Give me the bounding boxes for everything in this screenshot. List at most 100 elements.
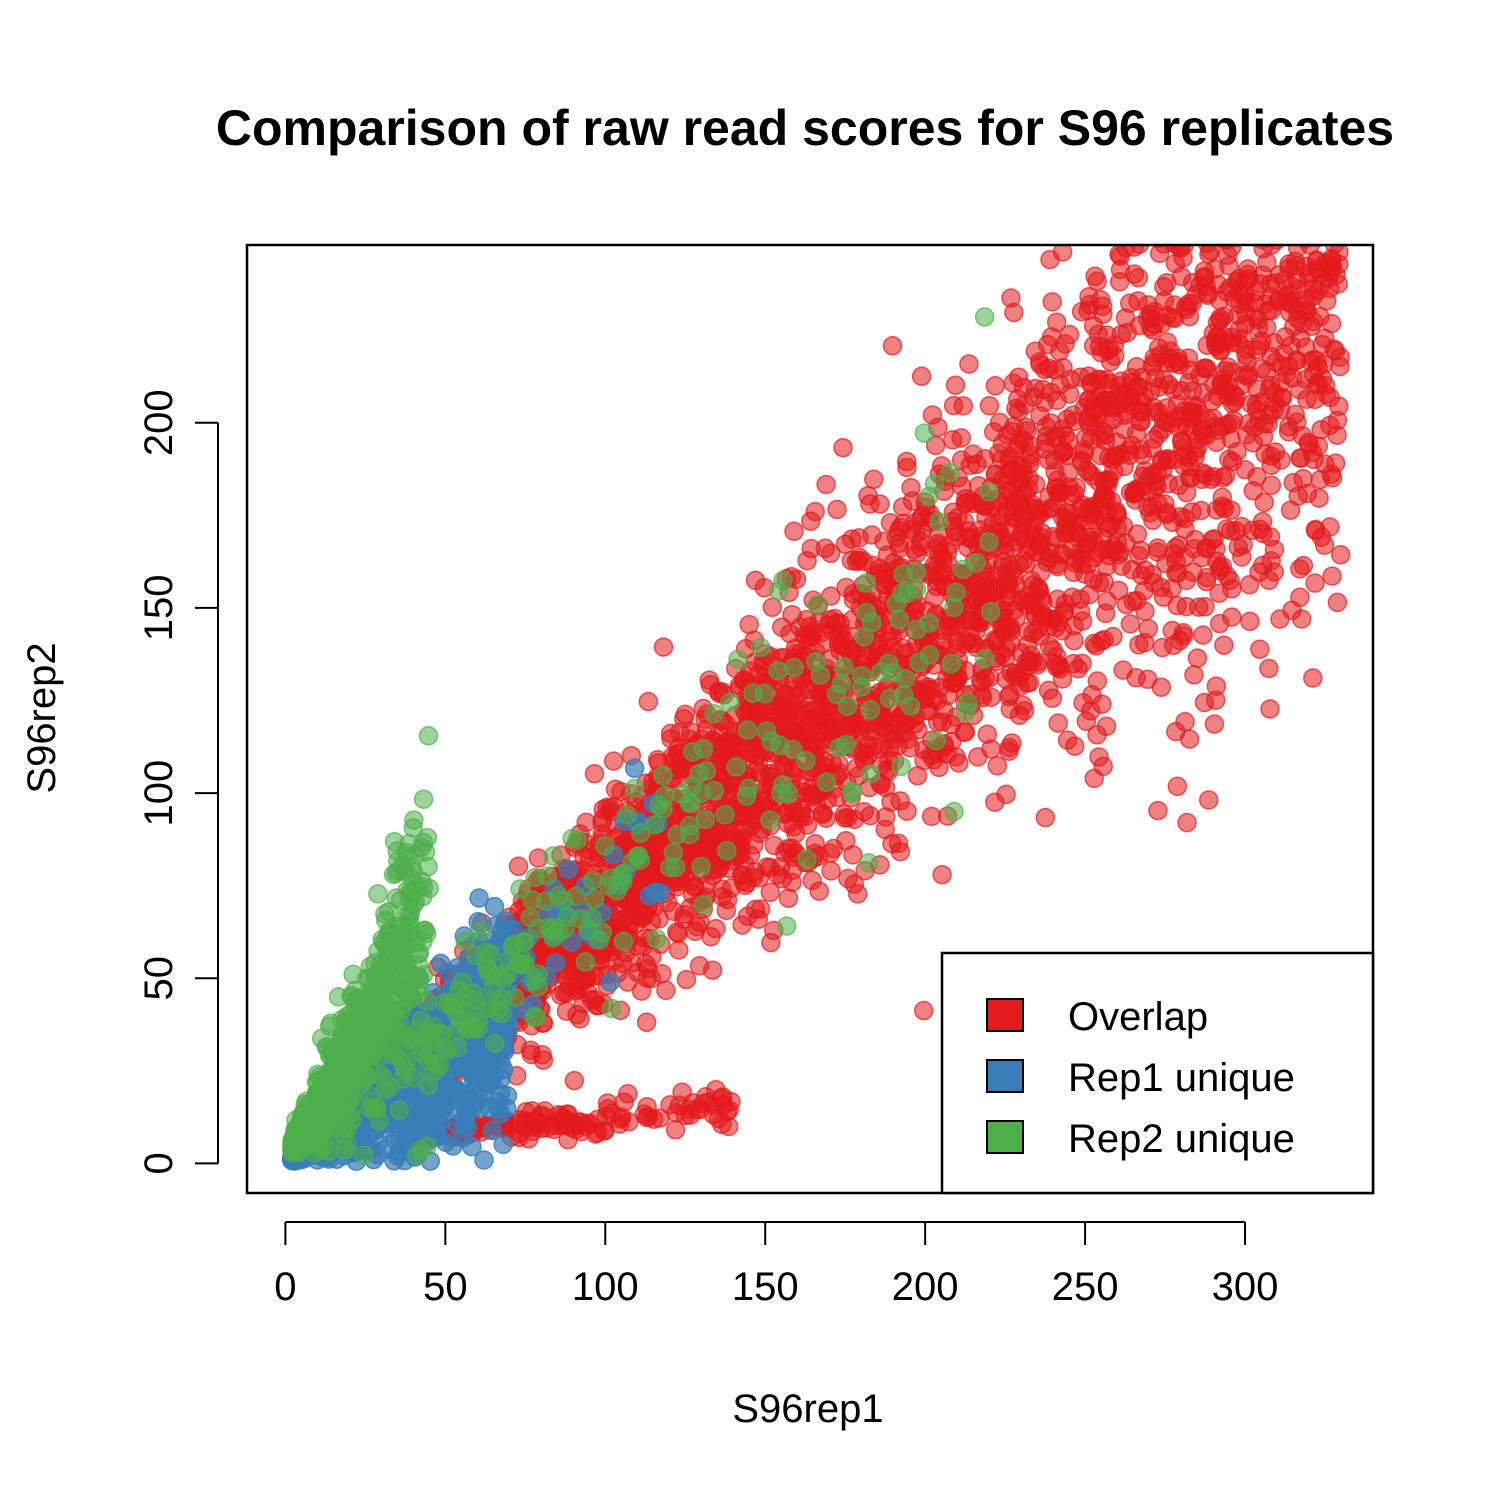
data-point	[800, 511, 821, 531]
data-point	[1175, 215, 1193, 233]
data-point	[1115, 308, 1136, 328]
data-point	[1193, 625, 1213, 645]
data-point	[564, 1070, 585, 1091]
data-point	[1073, 692, 1093, 713]
data-point	[929, 543, 949, 564]
data-point	[1283, 368, 1303, 388]
data-point	[1209, 583, 1229, 603]
data-point	[890, 841, 911, 862]
data-point	[882, 336, 903, 356]
data-points	[282, 12, 1351, 1171]
data-point	[1312, 12, 1330, 30]
data-point	[1144, 429, 1165, 449]
data-point	[1315, 454, 1335, 474]
data-point	[1087, 671, 1108, 691]
data-point	[1303, 185, 1321, 203]
data-point	[638, 691, 659, 712]
data-point	[1220, 520, 1241, 541]
data-point	[761, 932, 781, 953]
data-point	[1186, 200, 1204, 218]
data-point	[696, 1087, 716, 1107]
data-point	[1094, 572, 1114, 593]
data-point	[1046, 646, 1067, 667]
data-point	[999, 741, 1019, 761]
data-point	[1167, 776, 1188, 797]
data-point	[1317, 174, 1335, 192]
data-point	[1253, 427, 1274, 447]
data-point	[1156, 226, 1174, 244]
data-point	[1046, 618, 1066, 638]
data-point	[1204, 529, 1224, 549]
data-point	[1111, 324, 1132, 345]
data-point	[1148, 800, 1168, 821]
data-point	[1253, 189, 1271, 207]
data-point	[1330, 356, 1350, 377]
data-point	[932, 712, 952, 732]
data-point	[1170, 245, 1177, 246]
data-point	[603, 751, 624, 771]
data-point	[945, 375, 966, 395]
data-point	[847, 884, 868, 904]
data-point	[820, 720, 841, 741]
data-point	[1148, 199, 1166, 217]
data-point	[1077, 411, 1098, 431]
data-point	[747, 745, 767, 766]
data-point	[995, 572, 1016, 593]
data-point	[1186, 396, 1207, 417]
data-point	[1162, 307, 1182, 328]
data-point	[1194, 358, 1214, 379]
data-point	[926, 576, 947, 597]
data-point	[1282, 600, 1302, 621]
data-point	[1239, 413, 1259, 434]
data-point	[833, 437, 853, 458]
data-point	[1167, 595, 1187, 616]
data-point	[1194, 267, 1214, 287]
data-point	[762, 597, 783, 618]
data-point	[954, 722, 975, 743]
data-point	[744, 835, 764, 855]
data-point	[1195, 465, 1215, 485]
data-point	[717, 1101, 737, 1122]
data-point	[1288, 300, 1308, 321]
data-point	[1239, 188, 1257, 206]
data-point	[1253, 523, 1273, 544]
data-point	[1149, 224, 1167, 242]
data-point	[1126, 357, 1147, 377]
data-point	[1162, 620, 1182, 641]
data-point	[783, 817, 804, 837]
data-point	[1315, 158, 1333, 176]
data-point	[834, 804, 855, 825]
data-point	[1221, 413, 1241, 434]
data-point	[1182, 502, 1202, 522]
data-point	[1206, 676, 1227, 696]
data-point	[1103, 626, 1123, 647]
data-point	[985, 376, 1006, 396]
data-point	[1305, 573, 1325, 593]
data-point	[1072, 653, 1092, 674]
data-point	[1192, 204, 1210, 222]
data-point	[1308, 436, 1329, 456]
data-point	[876, 807, 896, 827]
data-point	[1327, 410, 1348, 431]
data-point	[1284, 215, 1302, 233]
data-point	[1254, 221, 1272, 239]
data-point	[1029, 352, 1050, 372]
data-point	[1321, 261, 1341, 281]
data-point	[1168, 348, 1188, 368]
data-point	[1210, 169, 1228, 187]
data-point	[1097, 591, 1118, 611]
data-point	[1330, 545, 1351, 565]
data-point	[1181, 245, 1194, 247]
data-point	[1093, 484, 1114, 504]
data-point	[1281, 155, 1299, 173]
data-point	[1216, 53, 1234, 71]
data-point	[1316, 184, 1334, 202]
data-point	[967, 454, 987, 475]
data-point	[1284, 154, 1302, 172]
data-point	[1282, 223, 1300, 241]
data-point	[980, 667, 1000, 688]
data-point	[1116, 533, 1136, 553]
data-point	[1036, 416, 1057, 437]
data-point	[1011, 467, 1031, 488]
data-point	[1085, 266, 1105, 287]
